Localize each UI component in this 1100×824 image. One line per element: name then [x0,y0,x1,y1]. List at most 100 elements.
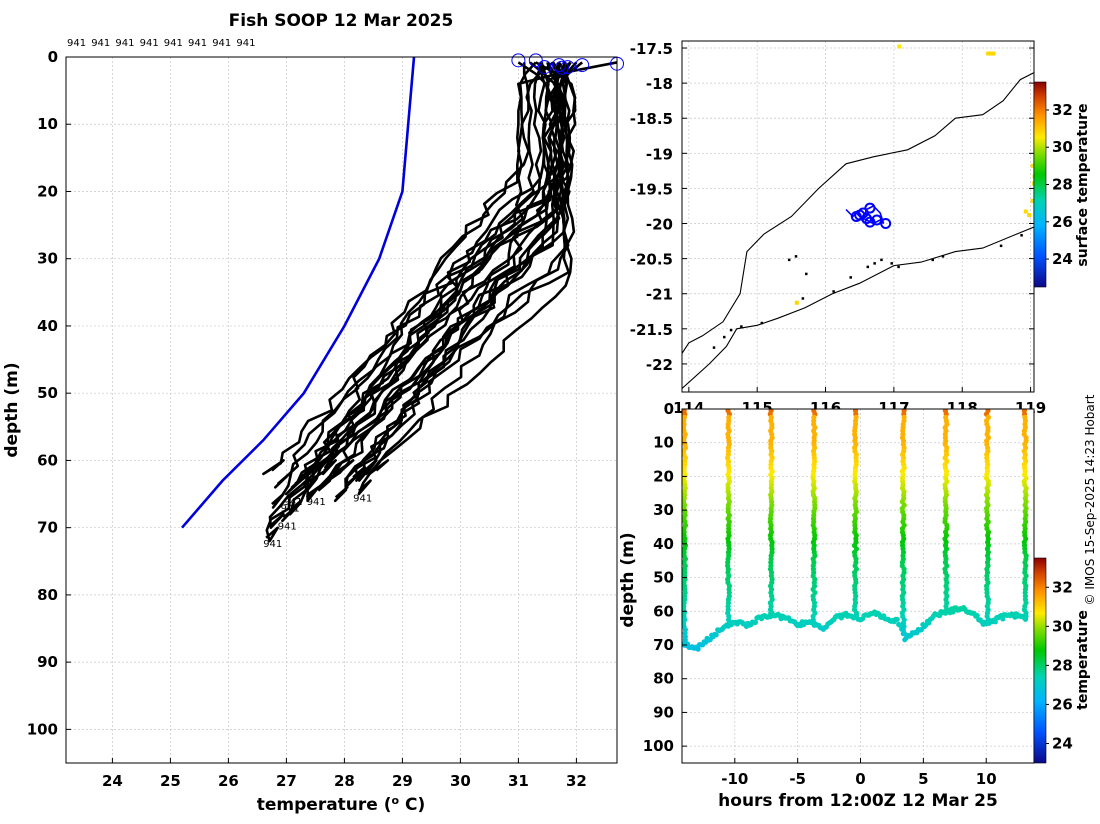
island-dot [794,255,798,258]
profile-y-tick-label: 60 [37,451,58,469]
profile-y-tick-label: 100 [27,720,58,738]
cast-location-marker [871,214,883,226]
profile-xlabel-end: C) [399,795,425,815]
island-dot [712,346,716,349]
map-lat-tick-label: -19 [646,145,673,163]
profile-top-label: 941 [140,38,159,49]
map-lat-tick-label: -18 [646,75,673,93]
profile-top-label: 941 [91,38,110,49]
climatology-layer [181,57,416,529]
profile-start-marker [575,58,590,73]
curtain-x-tick-label: -10 [721,770,748,788]
sst-pixel [1030,198,1034,203]
profile-chart-title: Fish SOOP 12 Mar 2025 [229,11,454,31]
curtain-x-tick-label: 10 [976,770,997,788]
curtain-y-tick-label: 20 [653,467,674,485]
temperature-profile-line [298,62,560,482]
profile-xlabel-start: temperature ( [257,795,392,815]
island-dot [805,272,808,276]
profile-end-label: 941 [353,493,372,504]
island-dot [880,258,883,262]
top-labels-layer: 941 941 941 941 941 941 941 941 [67,38,255,49]
curtain-cast-dot [726,620,732,626]
curtain-colorbar [1033,557,1047,764]
island-dot [760,321,764,325]
island-dot [999,244,1003,248]
profile-y-axis-label: depth (m) [2,362,22,457]
map-panel: -17.5 -18 -18.5 -19 -19.5 -20 -20.5 -21 -21.5 -22… [630,40,1091,417]
profile-top-label: 941 [67,38,86,49]
profile-start-marker [537,60,552,75]
sst-pixel [1023,209,1028,214]
island-dot [832,290,835,293]
sst-pixel [989,51,996,56]
island-dot [740,325,743,328]
profile-y-tick-label: 0 [48,48,58,66]
credit-text: © IMOS 15-Sep-2025 14:23 Hobart [1083,394,1097,605]
temperature-profile-line [262,62,543,476]
cast-location-marker [857,207,869,219]
curtain-bottom-dot [695,646,701,652]
map-background [682,41,1034,392]
sst-pixel [794,300,799,305]
profile-top-label: 941 [212,38,231,49]
curtain-colorbar-ticks: 24 26 28 30 32 [1046,578,1073,752]
curtain-bottom-dot [950,609,956,615]
map-colorbar-tick-label: 26 [1052,213,1073,231]
curtain-colorbar-tick-label: 24 [1052,734,1073,752]
map-colorbar-label: surface temperature [1075,103,1091,266]
profile-top-label: 941 [188,38,207,49]
profile-y-tick-label: 40 [37,317,58,335]
profile-start-marker [554,60,569,75]
profile-y-tick-label: 10 [37,115,58,133]
profile-plot-frame [65,56,618,764]
map-lat-tick-label: -20 [646,216,673,234]
map-colorbar [1033,81,1047,288]
sst-pixel [1031,181,1034,186]
profile-x-tick-label: 32 [566,772,587,790]
profile-x-tick-label: 30 [450,772,471,790]
curtain-colorbar-tick-label: 30 [1052,617,1073,635]
curtain-x-axis-label: hours from 12:00Z 12 Mar 25 [718,791,998,811]
profile-x-tick-label: 25 [160,772,181,790]
temperature-profile-line [271,62,530,509]
island-dot [1020,234,1023,237]
temperature-profile-line [333,62,572,503]
island-dot [849,276,852,279]
sst-pixel [1027,212,1032,217]
curtain-y-tick-label: 10 [653,434,674,452]
curtain-colorbar-tick-label: 32 [1052,578,1073,596]
curtain-bottom-dot [894,616,900,623]
sst-pixel [897,44,902,49]
profile-end-label: 941 [284,497,303,508]
profile-top-label: 941 [236,38,255,49]
coastline-line [682,72,1034,354]
map-layer [682,44,1034,389]
curtain-y-tick-label: 40 [653,535,674,553]
curtain-y-tick-label: 80 [653,670,674,688]
profile-top-label: 941 [115,38,134,49]
island-dot [723,335,726,339]
curtain-y-tick-label: 50 [653,569,674,587]
map-colorbar-tick-label: 28 [1052,176,1073,194]
curtain-x-ticks: -10 -5 0 5 10 [721,758,997,788]
curtain-x-tick-label: -5 [789,770,806,788]
profile-y-tick-label: 30 [37,250,58,268]
profile-y-tick-label: 20 [37,182,58,200]
map-lat-tick-label: -21.5 [630,321,673,339]
temperature-profile-line [268,61,537,529]
curtain-y-tick-label: 0 [664,400,674,418]
temperature-profile-line [307,62,567,496]
profile-y-tick-label: 90 [37,653,58,671]
island-dot [931,258,934,262]
curtain-x-tick-label: 5 [918,770,928,788]
profile-top-label: 941 [164,38,183,49]
map-colorbar-tick-label: 24 [1052,250,1073,268]
curtain-bottom-dot [974,613,980,619]
profile-x-tick-label: 31 [508,772,529,790]
map-colorbar-ticks: 24 26 28 30 32 [1046,101,1073,268]
curtain-cast-dot [853,613,860,619]
island-dot [941,255,945,258]
